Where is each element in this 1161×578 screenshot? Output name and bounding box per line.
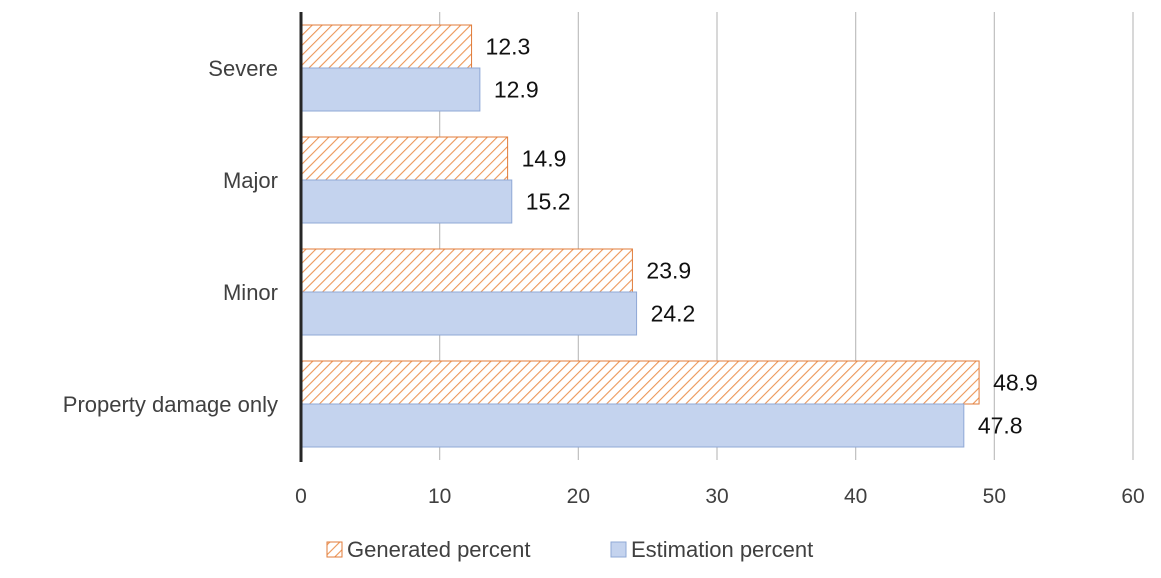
labels: 0 10 20 30 40 50 60 12.3 12.9 Severe 14.9 15.2 Major…: [63, 34, 1145, 509]
x-tick-label: 50: [983, 485, 1006, 508]
legend-label: Generated percent: [347, 537, 530, 562]
bar-estimation: [300, 291, 638, 336]
legend-label: Estimation percent: [631, 537, 813, 562]
category-label: Major: [223, 168, 278, 193]
category-label: Severe: [208, 56, 278, 81]
legend-swatch-generated: [326, 541, 343, 558]
bar-generated: [300, 248, 633, 293]
legend-swatch-estimation: [610, 541, 627, 558]
legend: Generated percent Estimation percent: [326, 537, 813, 562]
data-label: 15.2: [526, 189, 571, 215]
bar-estimation: [300, 67, 481, 112]
bar-generated: [300, 136, 509, 181]
x-tick-label: 0: [295, 485, 307, 508]
data-label: 23.9: [646, 258, 691, 284]
data-label: 47.8: [978, 413, 1023, 439]
x-tick-label: 60: [1121, 485, 1144, 508]
category-label: Property damage only: [63, 392, 278, 417]
category-label: Minor: [223, 280, 278, 305]
bars: [300, 24, 980, 448]
data-label: 14.9: [522, 146, 567, 172]
bar-estimation: [300, 179, 513, 224]
x-tick-label: 20: [567, 485, 590, 508]
x-tick-label: 30: [705, 485, 728, 508]
data-label: 12.3: [486, 34, 531, 60]
x-tick-label: 10: [428, 485, 451, 508]
data-label: 12.9: [494, 77, 539, 103]
data-label: 24.2: [651, 301, 696, 327]
data-label: 48.9: [993, 370, 1038, 396]
bar-estimation: [300, 403, 965, 448]
bar-generated: [300, 24, 473, 69]
bar-generated: [300, 360, 980, 405]
x-tick-label: 40: [844, 485, 867, 508]
